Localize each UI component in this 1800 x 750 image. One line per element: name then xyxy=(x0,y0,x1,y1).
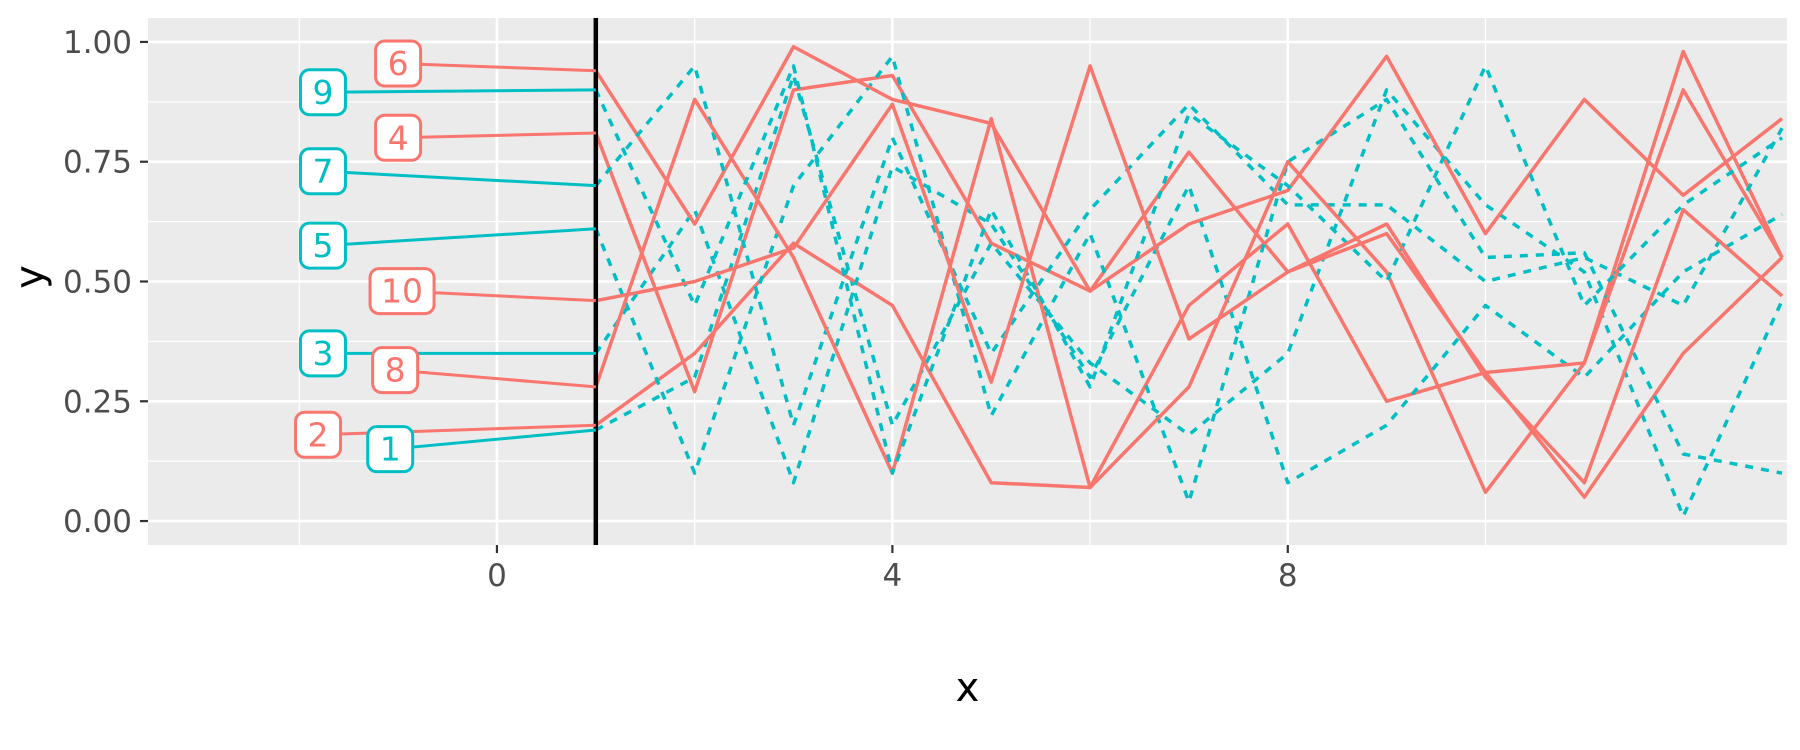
series-line-10 xyxy=(595,64,1784,485)
y-tick-label: 1.00 xyxy=(63,25,132,61)
series-label-6: 6 xyxy=(388,44,409,83)
label-leader-2 xyxy=(317,423,596,437)
series-label-9: 9 xyxy=(312,73,333,112)
y-tick-label: 0.75 xyxy=(63,145,132,181)
label-leader-8 xyxy=(395,368,596,389)
label-leader-5 xyxy=(322,227,596,248)
series-label-box-8 xyxy=(371,346,420,395)
series-label-box-6 xyxy=(374,39,423,88)
series-line-3 xyxy=(594,164,1783,485)
series-label-box-5 xyxy=(298,221,347,270)
series-line-8 xyxy=(594,88,1784,495)
series-label-box-3 xyxy=(298,329,347,378)
label-leader-9 xyxy=(322,88,596,94)
y-tick-label: 0.25 xyxy=(63,384,132,420)
series-line-9 xyxy=(594,64,1784,475)
series-label-5: 5 xyxy=(312,226,333,265)
series-label-box-10 xyxy=(368,267,436,316)
series-label-box-7 xyxy=(298,147,347,196)
series-label-8: 8 xyxy=(385,351,406,390)
label-leader-7 xyxy=(322,169,596,188)
series-line-6 xyxy=(594,44,1784,293)
series-label-2: 2 xyxy=(308,415,329,454)
series-line-1 xyxy=(594,73,1784,519)
series-label-box-1 xyxy=(366,425,415,474)
series-label-4: 4 xyxy=(388,118,409,157)
x-tick-label: 4 xyxy=(883,558,903,594)
series-label-box-4 xyxy=(374,113,423,162)
label-leader-4 xyxy=(398,131,596,140)
x-tick-label: 8 xyxy=(1278,558,1298,594)
series-label-3: 3 xyxy=(312,334,333,373)
series-line-2 xyxy=(594,222,1784,499)
series-label-1: 1 xyxy=(380,430,401,469)
y-tick-label: 0.50 xyxy=(63,265,132,301)
series-label-box-9 xyxy=(298,68,347,117)
series-label-7: 7 xyxy=(312,152,333,191)
label-leader-1 xyxy=(390,428,596,451)
series-label-10: 10 xyxy=(381,272,423,311)
series-label-box-2 xyxy=(294,410,343,459)
series-line-5 xyxy=(594,54,1783,504)
x-tick-label: 0 xyxy=(487,558,507,594)
y-tick-label: 0.00 xyxy=(63,504,132,540)
label-leader-6 xyxy=(398,62,596,73)
